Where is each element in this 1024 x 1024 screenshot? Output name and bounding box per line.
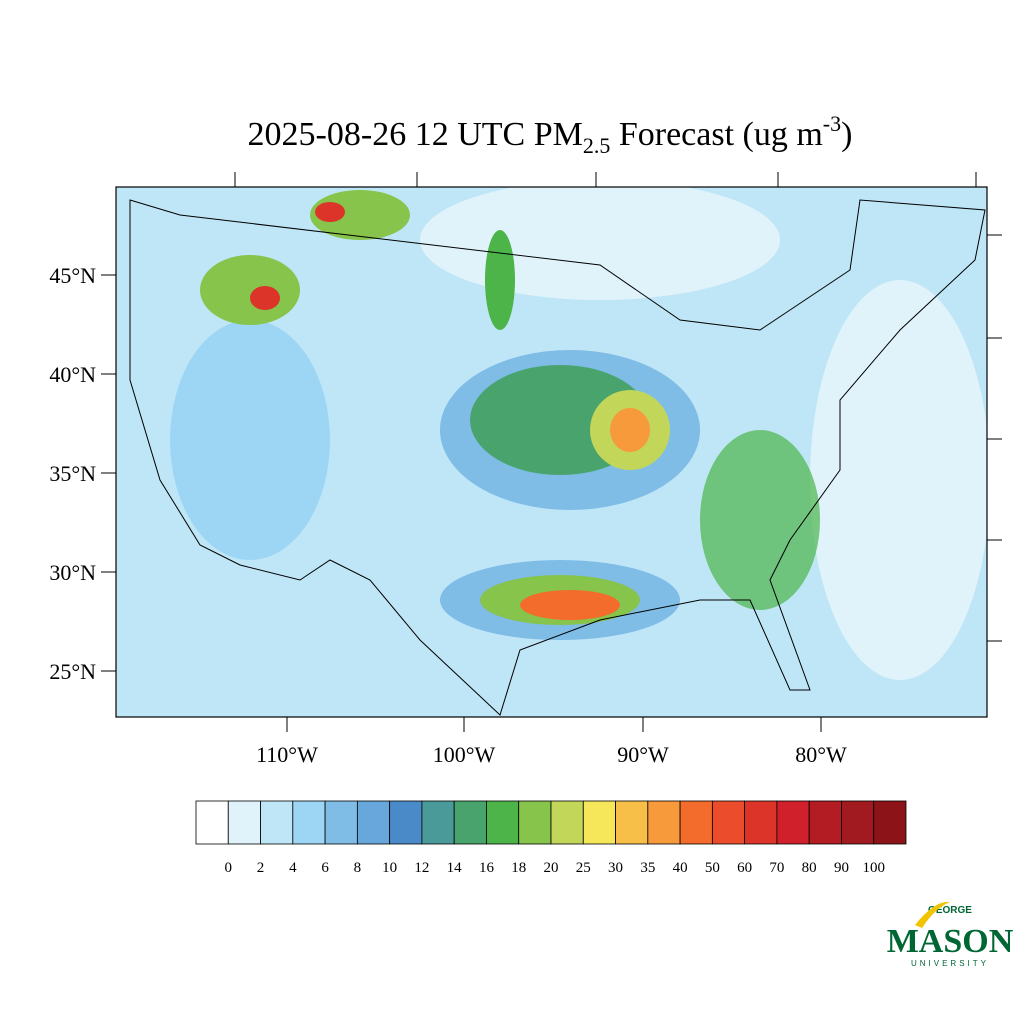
colorbar-box	[195, 800, 229, 845]
colorbar-box	[841, 800, 875, 845]
field	[315, 202, 345, 222]
field	[700, 430, 820, 610]
colorbar-box	[260, 800, 294, 845]
colorbar-box	[292, 800, 326, 845]
colorbar-label: 20	[544, 860, 559, 876]
field	[250, 286, 280, 310]
colorbar-box	[486, 800, 520, 845]
field	[170, 320, 330, 560]
logo-top: GEORGE	[928, 905, 972, 916]
field	[200, 255, 300, 325]
colorbar-label: 40	[673, 860, 688, 876]
colorbar-label: 10	[382, 860, 397, 876]
colorbar-label: 30	[608, 860, 623, 876]
map-frame	[115, 186, 988, 718]
colorbar-box	[227, 800, 261, 845]
lon-label: 80°W	[795, 742, 847, 767]
logo: GEORGE MASON UNIVERSITY	[887, 901, 1014, 968]
colorbar-box	[389, 800, 423, 845]
colorbar-label: 18	[511, 860, 526, 876]
field	[810, 280, 987, 680]
colorbar-label: 100	[862, 860, 885, 876]
colorbar-box	[356, 800, 391, 845]
field	[420, 187, 780, 300]
title-sup: -3	[823, 111, 841, 136]
colorbar-label: 14	[447, 860, 463, 876]
colorbar-label: 35	[640, 860, 655, 876]
lat-label: 25°N	[49, 659, 96, 684]
lat-label: 30°N	[49, 560, 96, 585]
title: 2025-08-26 12 UTC PM2.5 Forecast (ug m-3…	[248, 111, 853, 158]
field	[610, 408, 650, 452]
lat-label: 35°N	[49, 461, 96, 486]
frame-ticks	[234, 172, 1002, 642]
colorbar-label: 0	[225, 860, 233, 876]
lon-label: 90°W	[617, 742, 669, 767]
colorbar-label: 25	[576, 860, 591, 876]
lat-label: 45°N	[49, 263, 96, 288]
colorbar-box	[744, 800, 778, 845]
colorbar-box	[518, 800, 552, 845]
logo-bottom: UNIVERSITY	[911, 959, 989, 968]
colorbar-box	[808, 800, 842, 845]
colorbar-box	[615, 800, 649, 845]
colorbar-label: 50	[705, 860, 720, 876]
colorbar-label: 60	[737, 860, 752, 876]
colorbar-label: 2	[257, 860, 265, 876]
colorbar-box	[776, 800, 810, 845]
colorbar-label: 80	[802, 860, 817, 876]
field	[485, 230, 515, 330]
colorbar-box	[550, 800, 584, 845]
colorbar-label: 8	[354, 860, 362, 876]
colorbar-box	[582, 800, 616, 845]
title-main: 2025-08-26 12 UTC PM	[248, 116, 583, 153]
title-sub: 2.5	[583, 133, 611, 158]
title-end: )	[841, 116, 852, 153]
logo-main: MASON	[887, 923, 1014, 960]
title-middle: Forecast (ug m	[610, 116, 822, 153]
colorbar-label: 16	[479, 860, 495, 876]
colorbar-label: 12	[414, 860, 429, 876]
colorbar-box	[679, 800, 713, 845]
lon-label: 100°W	[433, 742, 496, 767]
colorbar-label: 70	[769, 860, 784, 876]
lon-label: 110°W	[256, 742, 318, 767]
colorbar-box	[324, 800, 358, 845]
coastline	[129, 199, 986, 716]
map	[115, 172, 1002, 718]
field	[520, 590, 620, 620]
field	[310, 190, 410, 240]
colorbar-box	[421, 800, 455, 845]
colorbar-label: 90	[834, 860, 849, 876]
lat-label: 40°N	[49, 362, 96, 387]
colorbar-box	[711, 800, 746, 845]
logo-swoosh	[915, 901, 950, 928]
colorbar-label: 6	[321, 860, 329, 876]
colorbar-box	[873, 800, 907, 845]
colorbar-box	[453, 800, 487, 845]
colorbar-box	[647, 800, 681, 845]
colorbar-label: 4	[289, 860, 297, 876]
